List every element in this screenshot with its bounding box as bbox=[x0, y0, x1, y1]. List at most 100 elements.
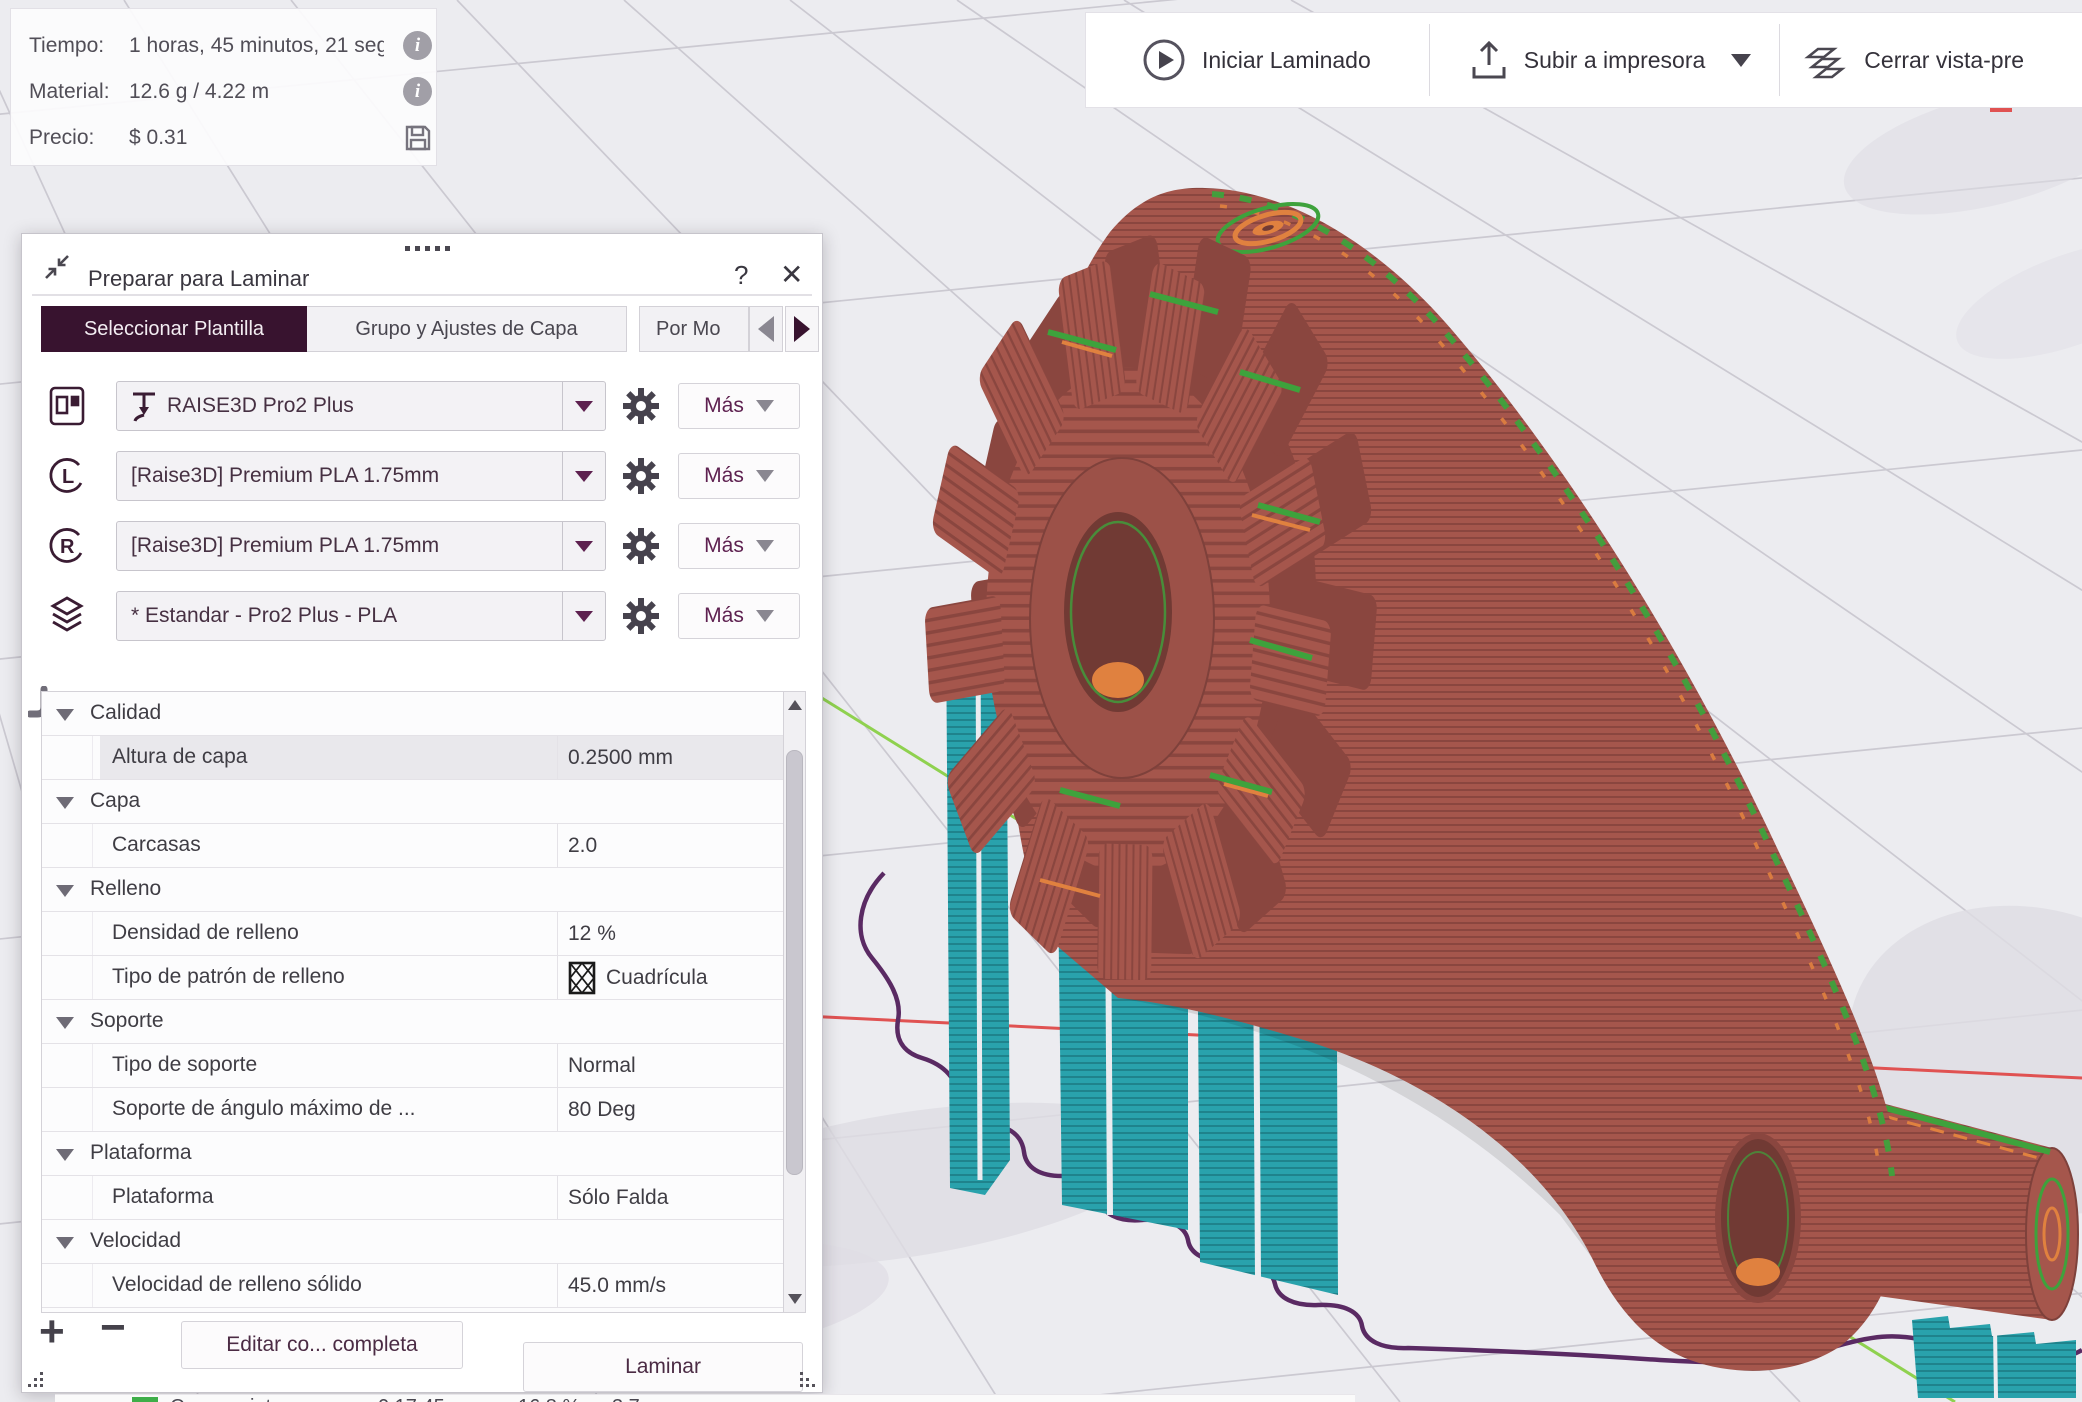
scroll-down-icon[interactable] bbox=[788, 1294, 802, 1304]
settings-item-row[interactable]: Carcasas 2.0 bbox=[42, 824, 785, 868]
scrollbar-thumb[interactable] bbox=[786, 750, 803, 1175]
right-filament-more-button[interactable]: Más bbox=[678, 523, 800, 569]
material-label: Material: bbox=[29, 80, 110, 103]
price-value: $ 0.31 bbox=[129, 126, 188, 149]
info-icon[interactable]: i bbox=[403, 77, 432, 106]
settings-item-row[interactable]: Tipo de soporte Normal bbox=[42, 1044, 785, 1088]
right-filament-settings-gear-icon[interactable] bbox=[622, 527, 660, 565]
settings-group-row[interactable]: Relleno bbox=[42, 868, 785, 912]
left-filament-combobox[interactable]: [Raise3D] Premium PLA 1.75mm bbox=[116, 451, 606, 501]
left-filament-more-button[interactable]: Más bbox=[678, 453, 800, 499]
left-filament-selector-row: L [Raise3D] Premium PLA 1.75mm Más bbox=[22, 451, 822, 501]
settings-item-row[interactable]: Plataforma Sólo Falda bbox=[42, 1176, 785, 1220]
legend-percent: 16.8 % bbox=[518, 1396, 580, 1402]
settings-item-row[interactable]: Densidad de relleno 12 % bbox=[42, 912, 785, 956]
left-extruder-icon: L bbox=[49, 458, 83, 493]
settings-item-row[interactable]: Velocidad de relleno sólido 45.0 mm/s bbox=[42, 1264, 785, 1308]
svg-text:L: L bbox=[62, 466, 74, 488]
svg-text:R: R bbox=[60, 536, 75, 558]
printer-combobox[interactable]: RAISE3D Pro2 Plus bbox=[116, 381, 606, 431]
remove-template-button[interactable]: − bbox=[100, 1303, 126, 1352]
printer-icon bbox=[49, 386, 85, 426]
settings-item-row[interactable]: Tipo de patrón de relleno Cuadrícula bbox=[42, 956, 785, 1000]
top-toolbar: Iniciar Laminado Subir a impresora Cerra… bbox=[1085, 12, 2082, 108]
extruder-icon bbox=[133, 392, 155, 422]
collapse-icon[interactable] bbox=[42, 252, 72, 282]
dialog-title: Preparar para Laminar bbox=[88, 266, 310, 291]
legend-amount: 3.7 bbox=[612, 1396, 640, 1402]
time-value: 1 horas, 45 minutos, 21 segu bbox=[129, 34, 384, 57]
print-stats-panel: Tiempo: 1 horas, 45 minutos, 21 segu i M… bbox=[10, 8, 437, 166]
right-filament-selector-row: R [Raise3D] Premium PLA 1.75mm Más bbox=[22, 521, 822, 571]
model-hole bbox=[1715, 1133, 1801, 1303]
prepare-to-slice-dialog: Preparar para Laminar ? ✕ Seleccionar Pl… bbox=[21, 233, 823, 1393]
chevron-down-icon[interactable] bbox=[562, 592, 605, 640]
template-layers-icon bbox=[50, 596, 84, 632]
template-selector-row: * Estandar - Pro2 Plus - PLA Más bbox=[22, 591, 822, 641]
chevron-down-icon[interactable] bbox=[562, 522, 605, 570]
chevron-down-icon[interactable] bbox=[562, 452, 605, 500]
settings-group-row[interactable]: Velocidad bbox=[42, 1220, 785, 1264]
right-extruder-icon: R bbox=[49, 528, 83, 563]
chevron-down-icon bbox=[755, 400, 774, 412]
tab-scroll-left-icon[interactable] bbox=[749, 306, 783, 352]
settings-group-row[interactable]: Soporte bbox=[42, 1000, 785, 1044]
stats-row-price: Precio: $ 0.31 bbox=[11, 115, 436, 161]
settings-list: Calidad Altura de capa 0.2500 mm Capa Ca… bbox=[41, 691, 806, 1313]
add-template-button[interactable]: + bbox=[39, 1307, 65, 1356]
tab-seleccionar-plantilla[interactable]: Seleccionar Plantilla bbox=[41, 306, 307, 352]
material-value: 12.6 g / 4.22 m bbox=[129, 80, 270, 103]
time-label: Tiempo: bbox=[29, 34, 105, 57]
settings-group-row[interactable]: Capa bbox=[42, 780, 785, 824]
tab-scroll-right-icon[interactable] bbox=[785, 306, 819, 352]
close-preview-button[interactable]: Cerrar vista-pre bbox=[1780, 13, 2024, 107]
close-icon[interactable]: ✕ bbox=[780, 259, 804, 290]
model-top-rings bbox=[1215, 202, 1321, 254]
template-more-button[interactable]: Más bbox=[678, 593, 800, 639]
printer-selector-row: RAISE3D Pro2 Plus Más bbox=[22, 381, 822, 431]
settings-item-row[interactable]: Soporte de ángulo máximo de ... 80 Deg bbox=[42, 1088, 785, 1132]
template-settings-gear-icon[interactable] bbox=[622, 597, 660, 635]
help-button[interactable]: ? bbox=[734, 260, 749, 290]
printer-settings-gear-icon[interactable] bbox=[622, 387, 660, 425]
toolbar-divider bbox=[1779, 24, 1781, 96]
resize-grip[interactable] bbox=[800, 1372, 816, 1388]
settings-item-row[interactable]: Altura de capa 0.2500 mm bbox=[42, 736, 785, 780]
printer-more-button[interactable]: Más bbox=[678, 383, 800, 429]
play-icon bbox=[1143, 39, 1185, 81]
stats-row-time: Tiempo: 1 horas, 45 minutos, 21 segu i bbox=[11, 23, 436, 69]
tab-grupo-ajustes-capa[interactable]: Grupo y Ajustes de Capa bbox=[307, 306, 627, 352]
legend-swatch bbox=[132, 1397, 158, 1402]
settings-group-row[interactable]: Calidad bbox=[42, 692, 785, 736]
scroll-up-icon[interactable] bbox=[788, 700, 802, 710]
stats-row-material: Material: 12.6 g / 4.22 m i bbox=[11, 69, 436, 115]
legend-label: Carcasa interna bbox=[170, 1396, 311, 1402]
dialog-tabbar: Seleccionar Plantilla Grupo y Ajustes de… bbox=[41, 306, 819, 352]
slice-button[interactable]: Laminar bbox=[523, 1342, 803, 1392]
left-filament-settings-gear-icon[interactable] bbox=[622, 457, 660, 495]
resize-grip[interactable] bbox=[28, 1372, 44, 1388]
model-cylinder[interactable] bbox=[1877, 1102, 2079, 1321]
settings-group-row[interactable]: Avanzado bbox=[42, 1308, 785, 1312]
tab-por-modelo[interactable]: Por Mo bbox=[639, 306, 749, 352]
template-combobox[interactable]: * Estandar - Pro2 Plus - PLA bbox=[116, 591, 606, 641]
edit-full-config-button[interactable]: Editar co... completa bbox=[181, 1321, 463, 1369]
right-filament-combobox[interactable]: [Raise3D] Premium PLA 1.75mm bbox=[116, 521, 606, 571]
upload-dropdown-caret[interactable] bbox=[1731, 53, 1752, 67]
upload-icon bbox=[1472, 40, 1506, 79]
save-icon[interactable] bbox=[403, 123, 433, 153]
info-icon[interactable]: i bbox=[403, 31, 432, 60]
chevron-down-icon bbox=[755, 610, 774, 622]
chevron-down-icon[interactable] bbox=[562, 382, 605, 430]
chevron-down-icon bbox=[755, 470, 774, 482]
settings-group-row[interactable]: Plataforma bbox=[42, 1132, 785, 1176]
grid-pattern-icon bbox=[568, 961, 596, 994]
price-label: Precio: bbox=[29, 126, 95, 149]
upload-to-printer-button[interactable]: Subir a impresora bbox=[1430, 13, 1705, 107]
dialog-drag-handle[interactable] bbox=[405, 246, 450, 251]
axis-marker bbox=[1990, 108, 2012, 112]
model-gear[interactable] bbox=[924, 232, 1378, 981]
structure-legend-partial-row: Carcasa interna 0:17:45 16.8 % 3.7 bbox=[55, 1394, 1355, 1402]
start-slice-button[interactable]: Iniciar Laminado bbox=[1086, 13, 1429, 107]
settings-scrollbar[interactable] bbox=[783, 692, 805, 1312]
